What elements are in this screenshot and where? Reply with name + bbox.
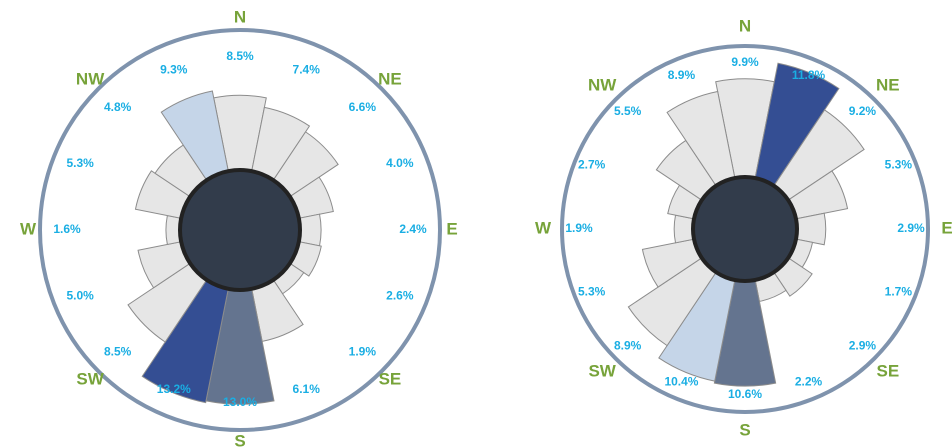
value-label: 10.4% [664, 375, 698, 389]
value-label: 2.9% [897, 221, 925, 235]
outer-ring [560, 44, 930, 414]
value-label: 1.9% [349, 345, 377, 359]
value-label: 2.9% [849, 339, 877, 353]
direction-label: NW [76, 70, 105, 89]
direction-label: SE [876, 361, 899, 380]
hub [178, 168, 302, 292]
value-label: 1.9% [565, 221, 593, 235]
value-label: 10.6% [728, 387, 762, 401]
value-label: 1.6% [53, 222, 81, 236]
value-label: 5.3% [578, 285, 606, 299]
value-label: 11.8% [792, 68, 826, 82]
direction-label: N [234, 7, 246, 26]
direction-label: NW [588, 76, 617, 95]
value-label: 13.0% [223, 395, 257, 409]
value-label: 5.3% [66, 156, 94, 170]
value-label: 5.5% [614, 104, 642, 118]
hub [691, 175, 799, 283]
value-label: 9.9% [731, 55, 759, 69]
direction-label: SE [379, 369, 402, 388]
value-label: 5.0% [66, 288, 94, 302]
direction-label: E [941, 218, 952, 237]
value-label: 7.4% [293, 62, 321, 76]
value-label: 8.9% [614, 339, 642, 353]
value-label: 2.4% [399, 222, 427, 236]
value-label: 2.7% [578, 158, 606, 172]
direction-label: N [739, 16, 751, 35]
direction-label: W [20, 219, 37, 238]
direction-label: S [739, 420, 750, 439]
value-label: 6.6% [349, 100, 377, 114]
direction-label: W [535, 218, 552, 237]
value-label: 4.0% [386, 156, 414, 170]
value-label: 9.3% [160, 62, 188, 76]
value-label: 8.5% [226, 49, 254, 63]
value-label: 8.9% [668, 68, 696, 82]
direction-label: SW [76, 369, 104, 388]
value-label: 2.6% [386, 288, 414, 302]
value-label: 9.2% [849, 104, 877, 118]
direction-label: NE [378, 70, 402, 89]
value-label: 6.1% [293, 382, 321, 396]
outer-ring [38, 28, 442, 432]
direction-label: SW [588, 361, 616, 380]
value-label: 2.2% [795, 375, 823, 389]
direction-label: E [446, 219, 457, 238]
direction-label: NE [876, 76, 900, 95]
value-label: 5.3% [885, 158, 913, 172]
value-label: 8.5% [104, 345, 132, 359]
value-label: 4.8% [104, 100, 132, 114]
value-label: 1.7% [885, 285, 913, 299]
direction-label: S [234, 431, 245, 447]
sector [713, 228, 777, 387]
value-label: 13.2% [157, 382, 191, 396]
